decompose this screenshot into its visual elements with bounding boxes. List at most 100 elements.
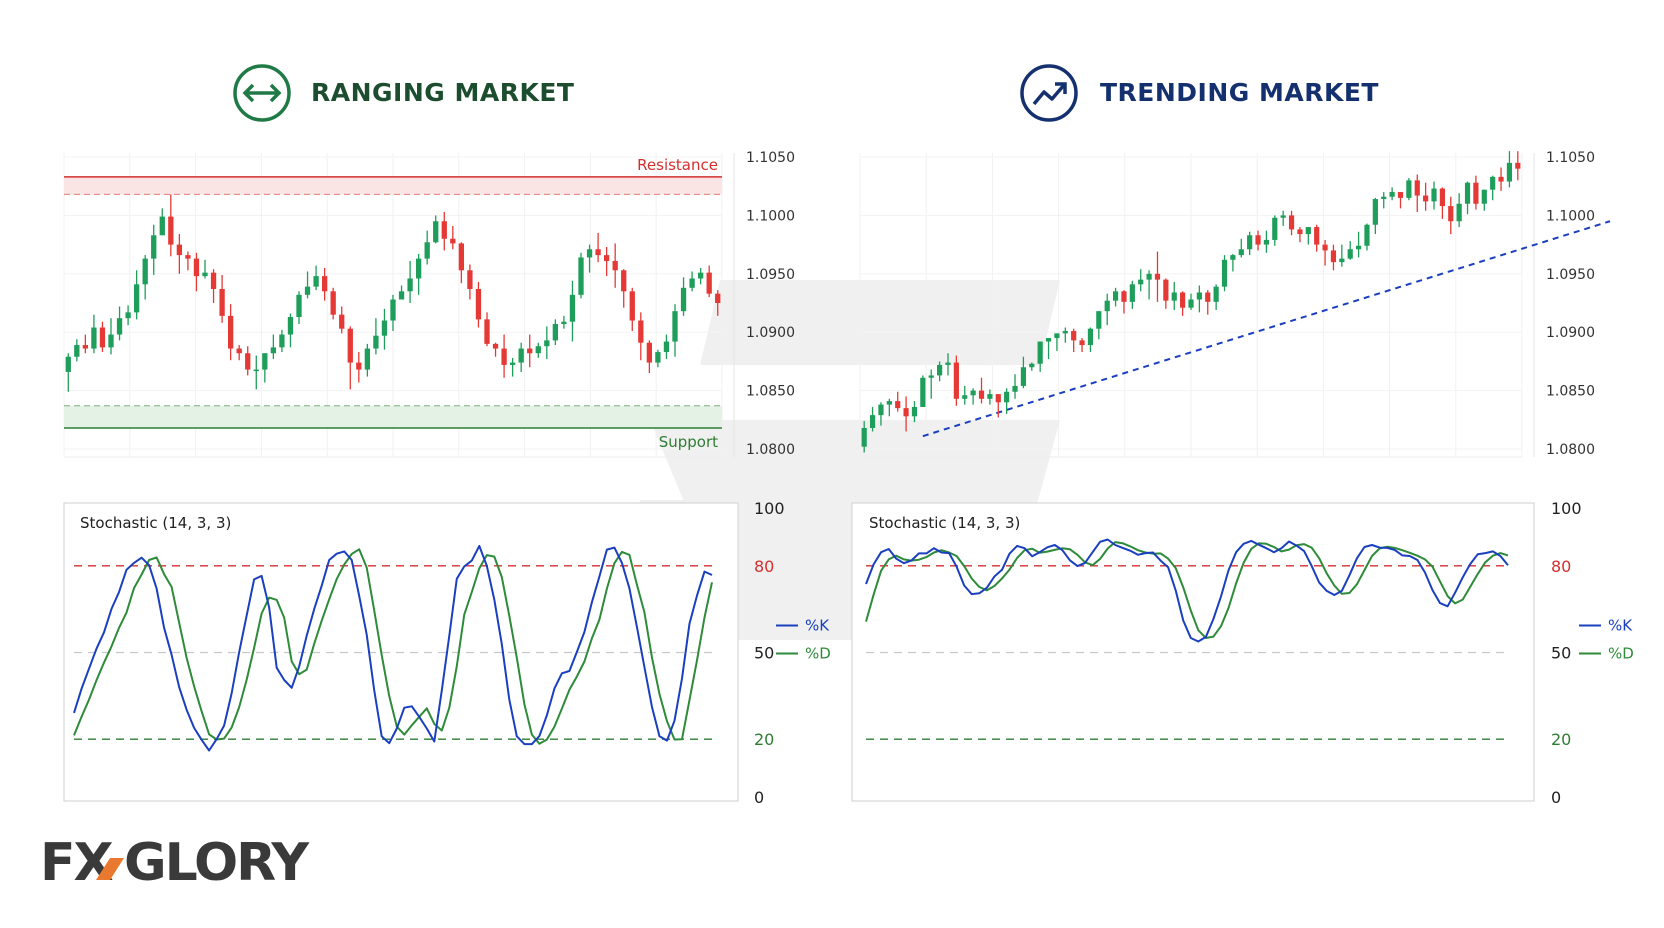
candle-body [1188, 299, 1194, 308]
y-tick-label: 1.1050 [746, 150, 795, 166]
candle-body [1305, 227, 1311, 235]
candle-body [945, 362, 951, 365]
support-label: Support [659, 433, 718, 451]
k-line [865, 538, 1509, 643]
candle [1230, 253, 1236, 272]
candle [869, 406, 876, 432]
candle-body [1138, 279, 1144, 285]
candle [1045, 338, 1052, 360]
candle [364, 343, 371, 377]
candle [116, 306, 123, 341]
trendline [922, 220, 1611, 438]
candle-body [1004, 391, 1010, 403]
candle [475, 281, 482, 328]
candle [1490, 175, 1496, 201]
candle [99, 321, 106, 353]
candle-body [1456, 203, 1462, 222]
y-tick-label: 1.0800 [1546, 442, 1595, 458]
candle-body [296, 294, 302, 318]
candle [202, 259, 208, 279]
candle [1506, 151, 1513, 188]
candle-body [185, 255, 191, 259]
ranging-price-axis: 1.1050 1.1000 1.0950 1.0900 1.0850 1.0800 [746, 150, 795, 458]
candle-body [646, 342, 653, 363]
candle [151, 224, 157, 275]
candle [689, 271, 695, 292]
candle-body [1490, 176, 1496, 190]
candle [91, 314, 97, 354]
candle-body [1163, 279, 1169, 301]
candle [1439, 187, 1445, 219]
candle-body [552, 324, 559, 341]
candle [987, 389, 993, 405]
candle-body [1423, 195, 1429, 202]
candle-body [1238, 249, 1244, 256]
candle-body [407, 278, 413, 292]
candle [1104, 293, 1110, 326]
candle-body [1498, 176, 1504, 182]
candle-body [313, 276, 319, 287]
legend-k-label: %K [1608, 617, 1633, 635]
candle-body [1288, 215, 1295, 230]
candle-body [339, 314, 345, 329]
ranging-levels: Resistance Support [64, 156, 722, 451]
candle-body [1322, 244, 1328, 251]
candle-body [544, 340, 550, 347]
candle-body [1414, 180, 1420, 196]
legend-d-label: %D [1608, 645, 1634, 663]
candle-body [629, 291, 635, 321]
candle [1381, 192, 1387, 209]
ranging-title: RANGING MARKET [311, 78, 574, 107]
candle-body [878, 404, 884, 416]
candle-body [381, 320, 388, 336]
candle-body [1079, 340, 1085, 346]
candle [1322, 239, 1328, 266]
candle-body [373, 335, 379, 349]
candle-body [168, 216, 174, 245]
candle [125, 305, 131, 326]
candle [133, 270, 140, 320]
candle [1305, 227, 1311, 245]
candle-body [586, 249, 593, 258]
candle [245, 346, 251, 376]
support-zone [64, 405, 722, 428]
y-tick-label: 0 [1551, 788, 1561, 807]
candle-body [1263, 239, 1270, 245]
trending-candles [861, 151, 1521, 453]
candle [903, 396, 909, 432]
candle [561, 315, 567, 329]
candle-body [1397, 192, 1404, 198]
candle [1029, 362, 1035, 371]
candle-body [1129, 284, 1135, 302]
candle [1238, 238, 1244, 258]
candle [878, 402, 884, 426]
candle [1372, 197, 1378, 235]
candle-body [1196, 292, 1202, 300]
candle-body [236, 348, 242, 354]
candle-body [987, 394, 993, 399]
candle [1087, 327, 1094, 353]
ranging-stochastic-legend: %K %D [776, 617, 831, 663]
y-tick-label: 1.1050 [1546, 150, 1595, 166]
candle-body [1087, 328, 1094, 346]
candle-body [1171, 292, 1177, 301]
trending-price-grid [859, 153, 1535, 458]
candle [330, 287, 336, 320]
candle [978, 377, 985, 404]
candle [1481, 189, 1487, 211]
ranging-title-group: RANGING MARKET [233, 64, 574, 122]
candle [1247, 231, 1253, 256]
candle-body [262, 353, 268, 370]
y-tick-label: 1.0900 [1546, 325, 1595, 341]
candle-body [1096, 311, 1102, 329]
candle [995, 394, 1001, 418]
brand-name-glory: GLORY [124, 833, 310, 893]
candle [1347, 241, 1353, 260]
candle [1263, 230, 1270, 253]
trending-stochastic-panel: Stochastic (14, 3, 3) 100 80 50 20 0 %K %D [851, 499, 1634, 807]
candle-body [1464, 182, 1471, 204]
candle-body [689, 278, 695, 288]
candle-body [621, 270, 627, 292]
ranging-price-chart: Resistance Support 1.1050 1.1000 1.0950 1.09… [63, 150, 795, 458]
candle [1297, 227, 1303, 243]
